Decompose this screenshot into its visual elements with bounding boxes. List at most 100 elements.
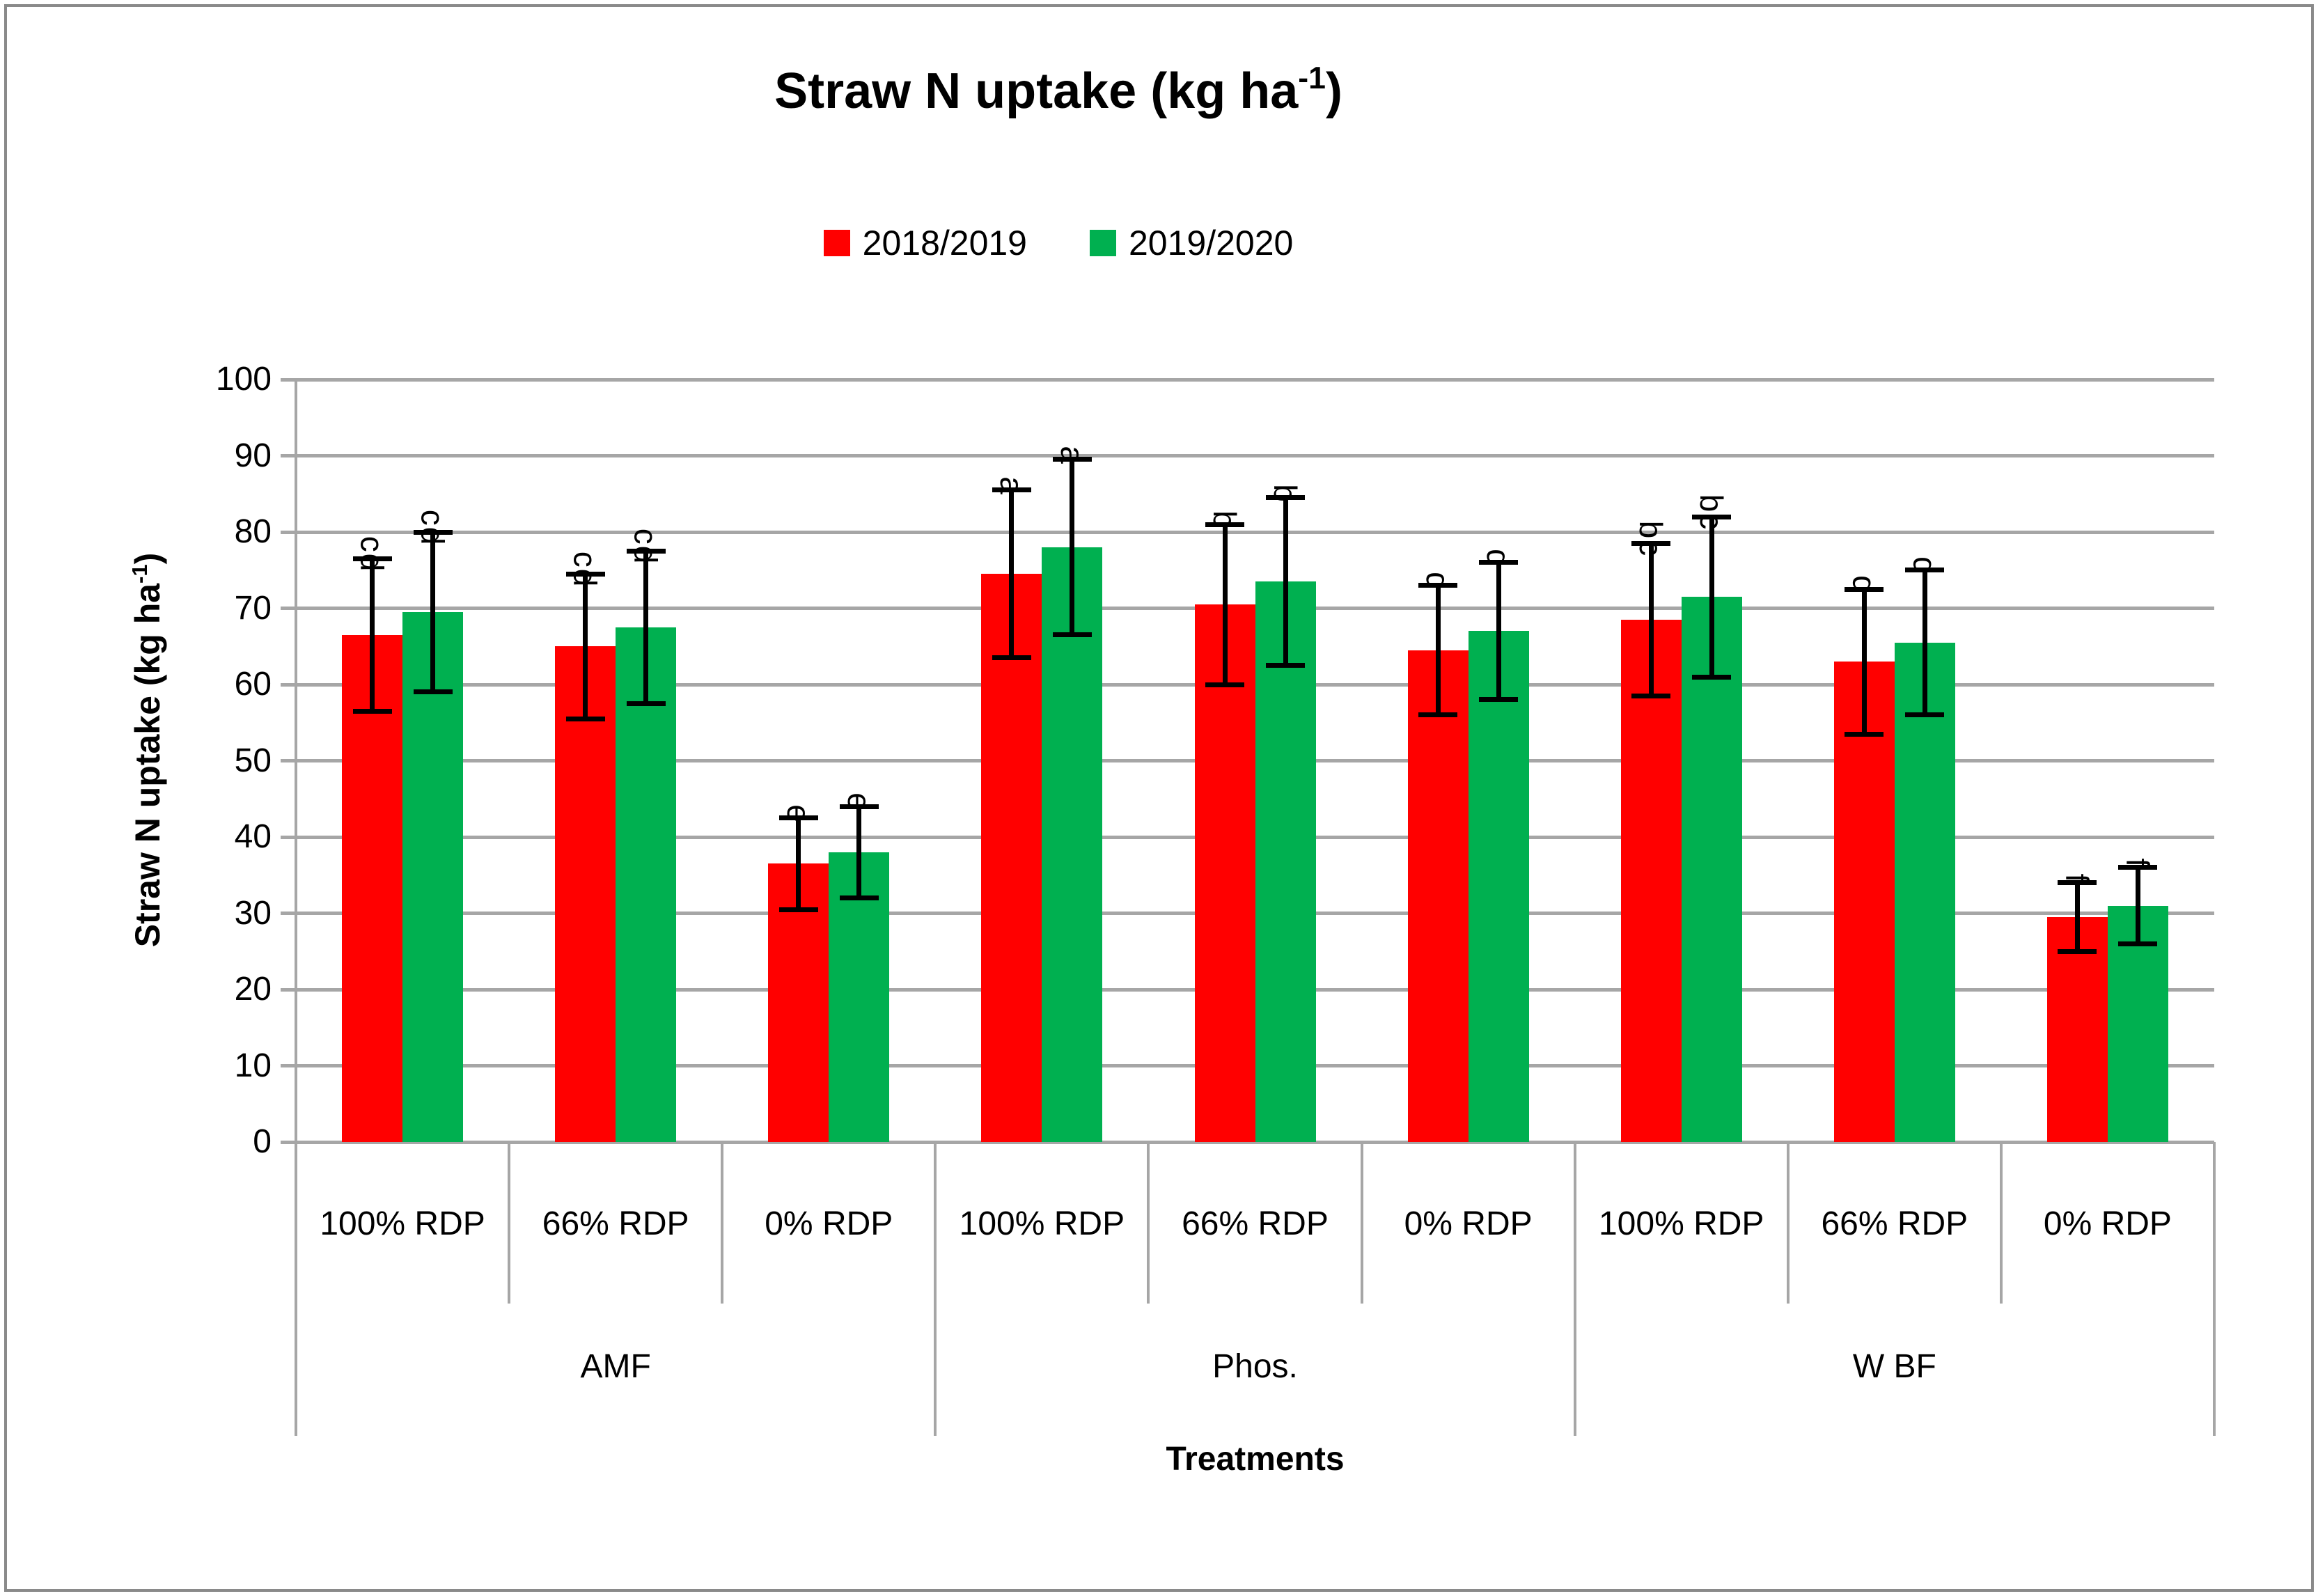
- bar: [1833, 662, 1895, 1142]
- sig-letter: bc: [1693, 494, 1730, 531]
- sig-letter: b: [1207, 510, 1243, 530]
- y-axis-tick: [281, 835, 296, 839]
- group-separator: [2213, 1142, 2216, 1436]
- legend-swatch-icon: [1090, 230, 1116, 256]
- error-bar-top-cap: [565, 571, 605, 577]
- error-bar-top-cap: [1266, 495, 1305, 501]
- sig-letter: cd: [627, 529, 664, 565]
- x-category-label: 66% RDP: [542, 1205, 689, 1242]
- sig-letter: a: [993, 476, 1030, 496]
- error-bar-top-cap: [839, 804, 879, 809]
- y-tick-label: 60: [234, 666, 272, 703]
- legend-item: 2019/2020: [1090, 223, 1293, 263]
- error-bar-bottom-cap: [1418, 712, 1458, 718]
- error-bar: [430, 532, 436, 692]
- error-bar-bottom-cap: [839, 895, 879, 901]
- error-bar-bottom-cap: [1905, 712, 1945, 718]
- bar: [1894, 642, 1955, 1142]
- bar: [981, 574, 1042, 1142]
- y-tick-label: 10: [234, 1047, 272, 1084]
- x-axis-line: [296, 1140, 2214, 1144]
- y-axis-title: Straw N uptake (kg ha-1): [127, 346, 168, 1154]
- error-bar-bottom-cap: [992, 655, 1031, 661]
- y-tick-label: 50: [234, 742, 272, 779]
- category-separator: [721, 1142, 724, 1304]
- error-bar-bottom-cap: [1631, 693, 1671, 698]
- error-bar-bottom-cap: [565, 716, 605, 721]
- sig-letter: f: [2120, 858, 2156, 869]
- bar: [1255, 581, 1316, 1142]
- error-bar-top-cap: [1418, 583, 1458, 588]
- error-bar: [1435, 585, 1441, 715]
- error-bar-bottom-cap: [1845, 731, 1884, 737]
- x-category-label: 0% RDP: [1404, 1205, 1533, 1242]
- bar: [616, 627, 677, 1142]
- bar: [555, 646, 616, 1142]
- error-bar: [1709, 517, 1714, 678]
- y-axis-tick: [281, 987, 296, 992]
- bar: [1407, 650, 1469, 1142]
- error-bar: [2135, 867, 2140, 944]
- y-axis-tick: [281, 530, 296, 534]
- error-bar-bottom-cap: [1052, 632, 1092, 638]
- bar: [1194, 604, 1255, 1142]
- error-bar-top-cap: [1479, 560, 1519, 565]
- gridline: [296, 377, 2214, 382]
- sig-letter: cd: [567, 551, 604, 588]
- error-bar-bottom-cap: [626, 701, 666, 706]
- error-bar-top-cap: [1845, 586, 1884, 592]
- y-axis-title-superscript: -1: [127, 564, 152, 584]
- error-bar: [643, 551, 649, 704]
- error-bar-top-cap: [778, 815, 818, 821]
- error-bar: [1922, 570, 1927, 715]
- chart-title-superscript: -1: [1298, 61, 1326, 95]
- category-separator: [1360, 1142, 1363, 1304]
- sig-letter: a: [1054, 446, 1090, 465]
- sig-letter: bc: [1633, 521, 1670, 558]
- error-bar-top-cap: [1052, 457, 1092, 462]
- group-separator: [295, 1142, 297, 1436]
- y-axis-tick: [281, 607, 296, 610]
- y-axis-tick: [281, 377, 296, 382]
- sig-letter: b: [1267, 483, 1303, 503]
- y-axis-tick: [281, 912, 296, 915]
- error-bar-top-cap: [992, 487, 1031, 493]
- legend: 2018/2019 2019/2020: [0, 223, 2117, 263]
- bar: [402, 611, 464, 1142]
- chart-title-close: ): [1325, 63, 1342, 119]
- error-bar-bottom-cap: [1205, 682, 1244, 687]
- x-category-label: 66% RDP: [1821, 1205, 1968, 1242]
- error-bar-top-cap: [626, 548, 666, 554]
- x-group-label: W BF: [1852, 1347, 1936, 1385]
- error-bar-top-cap: [2058, 880, 2097, 886]
- chart-title-text: Straw N uptake (kg ha: [774, 63, 1299, 119]
- sig-letter: e: [780, 804, 817, 824]
- error-bar-top-cap: [413, 529, 453, 535]
- error-bar-bottom-cap: [1479, 697, 1519, 703]
- group-separator: [1573, 1142, 1576, 1436]
- gridline: [296, 454, 2214, 457]
- sig-letter: cd: [414, 509, 451, 547]
- sig-letter: d: [1846, 575, 1883, 595]
- error-bar: [2074, 882, 2080, 952]
- sig-letter: d: [1906, 556, 1943, 576]
- legend-label: 2018/2019: [862, 224, 1027, 263]
- x-category-label: 0% RDP: [2043, 1205, 2172, 1242]
- category-separator: [508, 1142, 511, 1304]
- y-axis-tick: [281, 759, 296, 762]
- error-bar: [1283, 497, 1288, 666]
- sig-letter: cd: [354, 536, 391, 573]
- error-bar-bottom-cap: [352, 708, 392, 714]
- x-category-label: 100% RDP: [959, 1205, 1125, 1242]
- error-bar-top-cap: [1692, 514, 1732, 519]
- chart-title: Straw N uptake (kg ha-1): [0, 61, 2117, 120]
- y-tick-label: 90: [234, 437, 272, 474]
- sig-letter: d: [1420, 571, 1457, 591]
- gridline: [296, 530, 2214, 534]
- error-bar-top-cap: [1905, 568, 1945, 573]
- error-bar: [583, 574, 588, 719]
- category-separator: [1786, 1142, 1790, 1304]
- sig-letter: f: [2059, 873, 2096, 884]
- y-axis-tick: [281, 682, 296, 687]
- error-bar-bottom-cap: [2118, 941, 2158, 946]
